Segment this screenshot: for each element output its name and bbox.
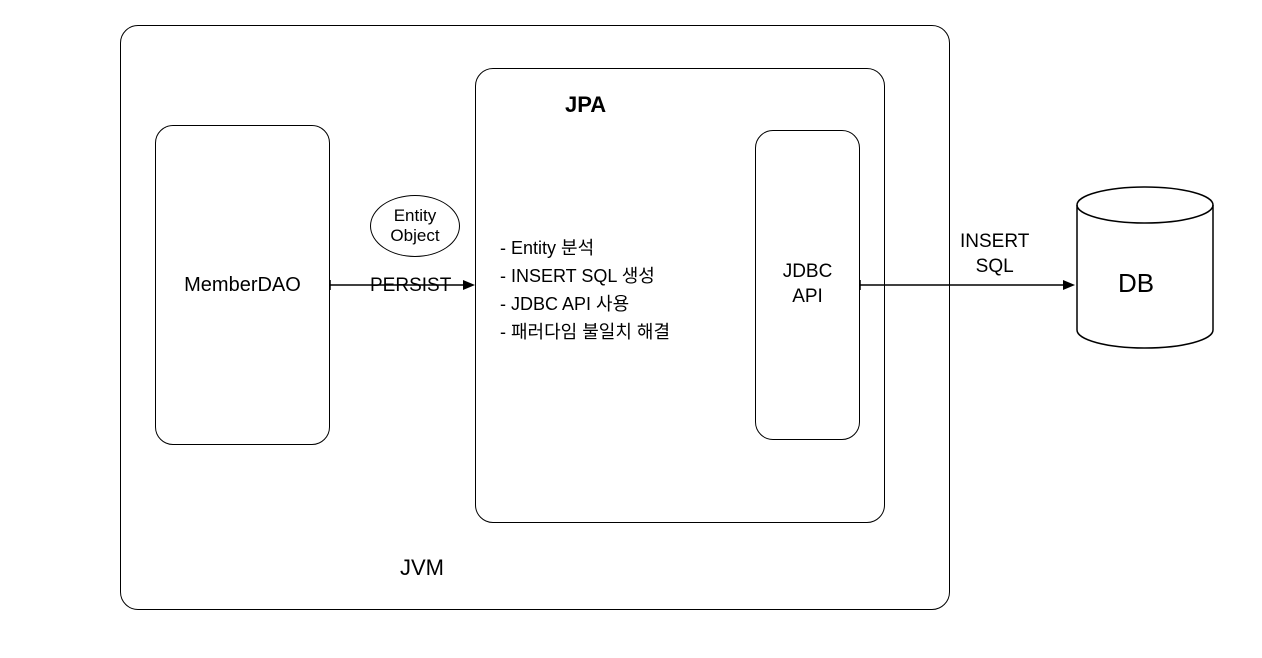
jdbc-line1: JDBC — [783, 261, 833, 282]
insert-sql-line1: INSERT — [960, 231, 1029, 252]
entity-line2: Object — [390, 226, 439, 245]
jpa-list-item: - Entity 분석 — [500, 235, 670, 263]
jdbc-line2: API — [792, 286, 823, 307]
entity-line1: Entity — [394, 206, 437, 225]
jpa-title: JPA — [565, 92, 606, 118]
entity-object-ellipse: Entity Object — [370, 195, 460, 257]
insert-sql-label: INSERT SQL — [960, 230, 1029, 279]
jvm-label: JVM — [400, 555, 444, 581]
jpa-feature-list: - Entity 분석 - INSERT SQL 생성 - JDBC API 사… — [500, 235, 670, 347]
memberdao-label: MemberDAO — [184, 274, 301, 297]
jpa-list-item: - 패러다임 불일치 해결 — [500, 319, 670, 347]
arrow-jdbc-to-db — [860, 278, 1075, 292]
jdbc-api-box: JDBC API — [755, 130, 860, 440]
jpa-list-item: - JDBC API 사용 — [500, 291, 670, 319]
jdbc-api-label: JDBC API — [783, 260, 833, 309]
entity-object-label: Entity Object — [390, 206, 439, 247]
persist-label: PERSIST — [370, 275, 451, 297]
memberdao-box: MemberDAO — [155, 125, 330, 445]
jpa-list-item: - INSERT SQL 생성 — [500, 263, 670, 291]
db-label: DB — [1118, 268, 1154, 299]
insert-sql-line2: SQL — [976, 256, 1014, 277]
